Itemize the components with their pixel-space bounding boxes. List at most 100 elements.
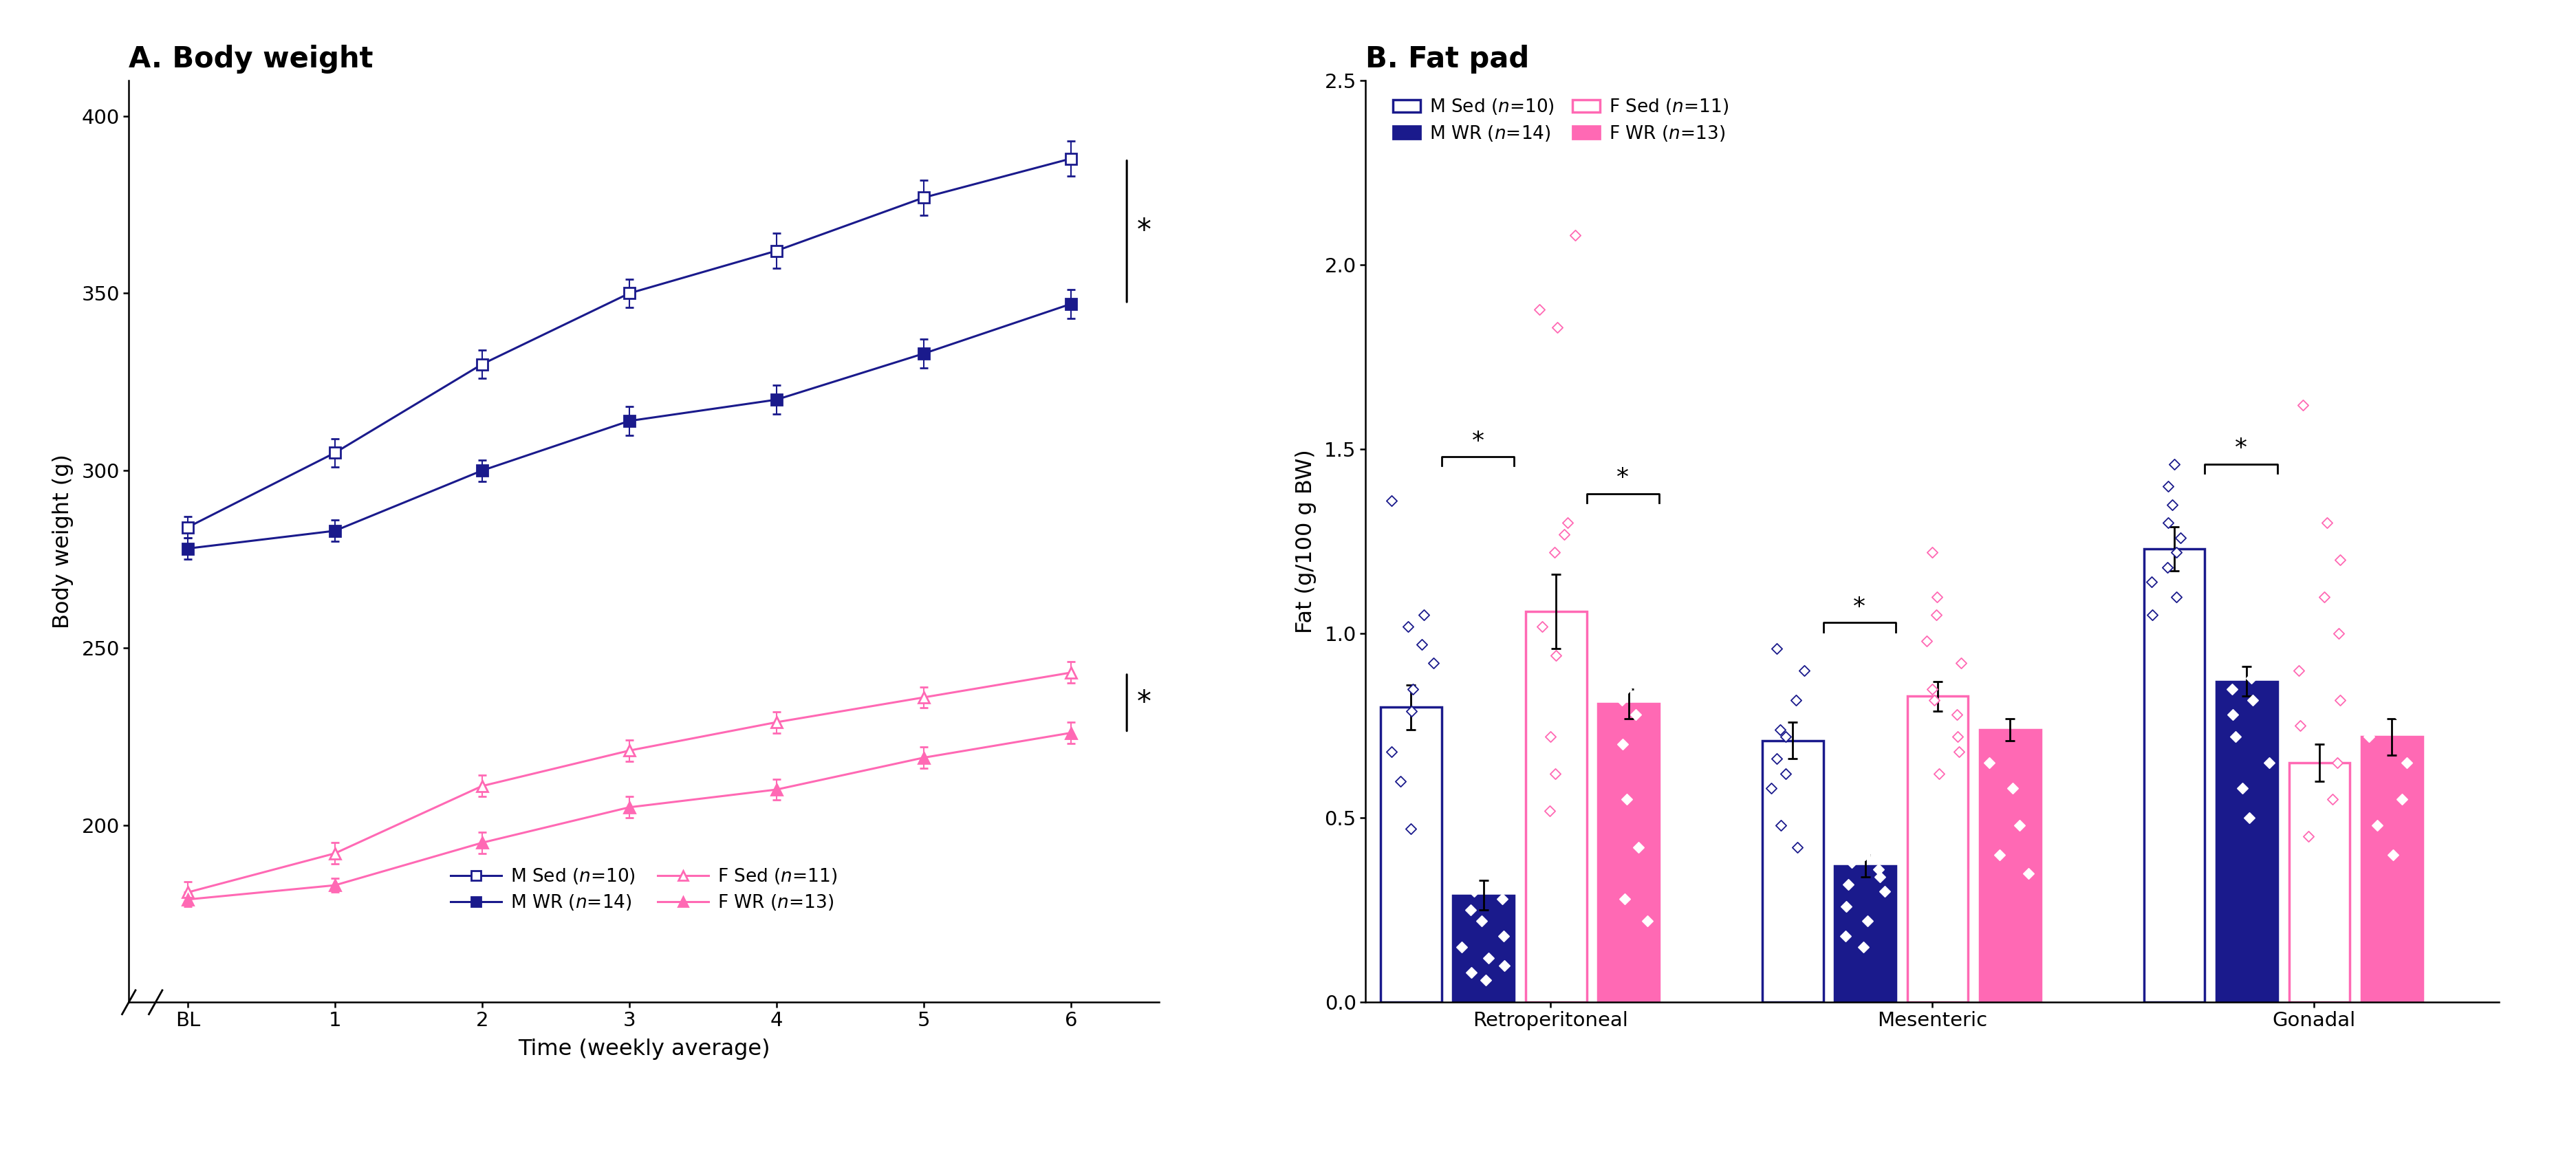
Point: [1597, 643, 1638, 661]
Point: [2213, 680, 2254, 698]
Point: [2205, 654, 2246, 673]
Point: [2161, 529, 2202, 547]
Point: [1404, 606, 1445, 624]
Point: [1476, 827, 1517, 846]
Point: [1917, 588, 1958, 606]
Point: [2380, 790, 2421, 809]
Point: [2318, 624, 2360, 643]
Point: [1600, 594, 1641, 613]
Point: [1391, 680, 1432, 698]
Point: [1981, 683, 2022, 702]
Point: [2231, 668, 2272, 687]
Point: [2215, 728, 2257, 746]
Point: [1628, 912, 1669, 931]
Text: *: *: [1618, 467, 1628, 490]
Point: [1919, 765, 1960, 783]
Point: [1855, 802, 1896, 820]
Point: [1917, 606, 1958, 624]
Point: [2303, 588, 2344, 606]
Point: [2282, 396, 2324, 415]
Point: [1533, 544, 1574, 562]
Point: [1991, 594, 2032, 613]
Point: [2306, 514, 2347, 532]
Point: [1370, 742, 1412, 760]
Point: [1535, 318, 1577, 336]
Point: [1940, 742, 1981, 760]
Text: *: *: [1852, 596, 1865, 619]
Point: [1844, 846, 1886, 864]
Point: [1759, 720, 1801, 738]
Point: [2009, 713, 2050, 732]
Point: [1443, 864, 1484, 882]
Point: [2370, 514, 2411, 532]
Point: [2154, 455, 2195, 473]
Point: [1826, 926, 1868, 945]
Point: [1440, 938, 1481, 956]
Point: [1450, 963, 1492, 982]
Point: [1968, 753, 2009, 772]
Point: [1860, 867, 1901, 886]
Point: [1613, 624, 1654, 643]
Point: [2385, 668, 2427, 687]
Point: [1940, 654, 1981, 673]
Bar: [1981, 729, 2040, 1002]
Point: [1471, 809, 1512, 827]
Point: [1458, 852, 1499, 871]
Point: [2241, 602, 2282, 621]
Point: [2148, 514, 2190, 532]
Point: [1855, 824, 1896, 842]
Point: [1842, 938, 1883, 956]
Point: [1391, 820, 1432, 839]
Point: [1775, 691, 1816, 710]
Point: [2228, 809, 2269, 827]
Point: [2009, 558, 2050, 576]
Point: [1832, 839, 1873, 857]
Point: [1481, 889, 1522, 908]
Point: [2316, 753, 2357, 772]
Point: [1522, 617, 1564, 636]
Point: [1911, 544, 1953, 562]
Point: [1832, 852, 1873, 871]
Text: *: *: [1136, 688, 1151, 718]
Point: [1468, 949, 1510, 968]
Point: [1826, 897, 1868, 916]
Point: [1765, 728, 1806, 746]
Point: [2352, 588, 2393, 606]
Point: [1391, 702, 1432, 720]
Point: [1453, 882, 1494, 901]
Point: [2318, 551, 2360, 569]
Point: [1388, 617, 1430, 636]
Point: [2362, 691, 2403, 710]
Bar: [1453, 895, 1515, 1002]
Point: [2318, 691, 2360, 710]
Point: [1615, 705, 1656, 723]
Point: [2365, 373, 2406, 392]
Bar: [1381, 707, 1443, 1002]
X-axis label: Time (weekly average): Time (weekly average): [518, 1038, 770, 1060]
Point: [1785, 661, 1826, 680]
Point: [1605, 680, 1646, 698]
Point: [1911, 680, 1953, 698]
Point: [2231, 639, 2272, 658]
Point: [1535, 765, 1577, 783]
Point: [2233, 691, 2275, 710]
Point: [1937, 728, 1978, 746]
Point: [1999, 816, 2040, 834]
Legend: M Sed ($n$=10), M WR ($n$=14), F Sed ($n$=11), F WR ($n$=13): M Sed ($n$=10), M WR ($n$=14), F Sed ($n…: [1386, 90, 1736, 150]
Point: [1517, 300, 1558, 318]
Point: [1548, 514, 1589, 532]
Point: [1484, 926, 1525, 945]
Text: *: *: [2236, 437, 2246, 461]
Point: [1466, 971, 1507, 990]
Bar: [1834, 866, 1896, 1002]
Point: [2146, 558, 2187, 576]
Point: [2385, 753, 2427, 772]
Point: [1530, 728, 1571, 746]
Point: [2208, 588, 2249, 606]
Point: [1450, 901, 1492, 919]
Text: A. Body weight: A. Body weight: [129, 45, 374, 74]
Point: [2249, 753, 2290, 772]
Point: [1543, 525, 1584, 544]
Point: [2241, 617, 2282, 636]
Point: [1777, 839, 1819, 857]
